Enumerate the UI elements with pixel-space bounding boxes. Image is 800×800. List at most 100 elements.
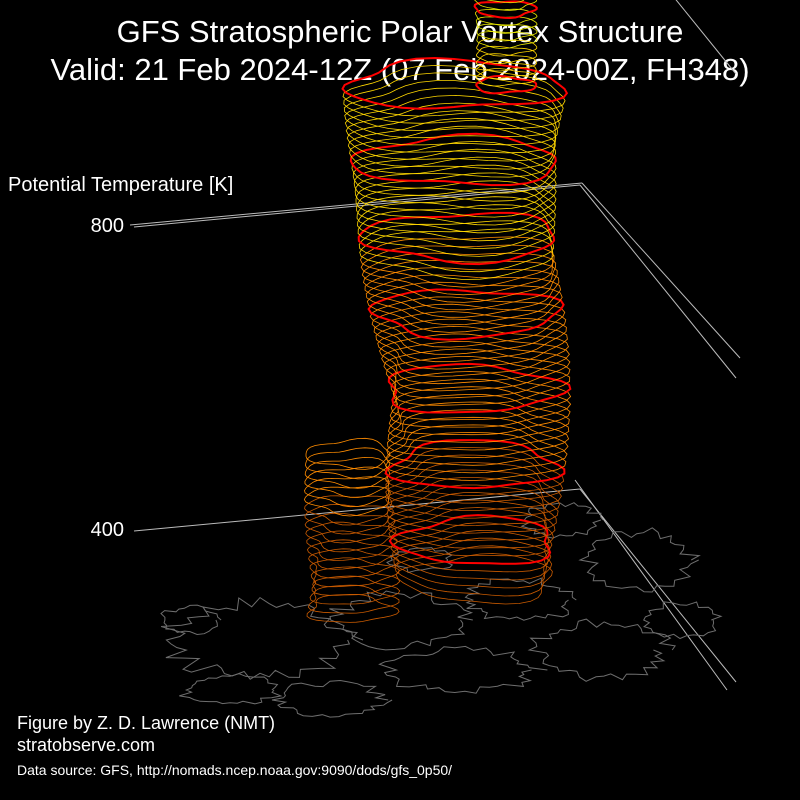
vortex-contour xyxy=(355,172,557,226)
vortex-contour xyxy=(384,439,566,490)
axis-frame xyxy=(129,0,741,691)
coastline-3 xyxy=(578,527,701,593)
upper-contour xyxy=(474,0,538,11)
lobe-contour xyxy=(304,495,393,526)
vortex-contour xyxy=(387,499,555,549)
lobe-contour xyxy=(309,557,400,588)
chart-title-line2: Valid: 21 Feb 2024-12Z (07 Feb 2024-00Z,… xyxy=(50,52,750,87)
coastline-11 xyxy=(160,604,222,636)
vortex-contour xyxy=(388,386,571,436)
vortex-contour xyxy=(347,117,556,170)
vortex-contour xyxy=(386,416,569,466)
vortex-contour xyxy=(361,252,557,303)
coastline-7 xyxy=(179,673,283,705)
vortex-contour xyxy=(346,110,556,162)
lobe-contour xyxy=(304,504,394,535)
lobe-contour xyxy=(306,594,400,623)
lobe-contour xyxy=(306,530,398,562)
vortex-contour xyxy=(385,355,571,406)
vortex-contour xyxy=(358,220,555,273)
vortex-contour xyxy=(394,545,553,597)
chart-title-line1: GFS Stratospheric Polar Vortex Structure xyxy=(116,14,684,49)
coastline-5 xyxy=(378,645,548,694)
vortex-contour xyxy=(393,537,552,589)
vortex-contour xyxy=(395,553,553,605)
upper-contour xyxy=(475,53,537,72)
grid-line-400 xyxy=(133,488,581,532)
vortex-contour xyxy=(392,529,551,581)
vortex-contour xyxy=(343,80,562,131)
upper-contour xyxy=(476,38,538,57)
vortex-contour xyxy=(365,274,562,326)
vortex-contour xyxy=(385,469,561,519)
vortex-contour xyxy=(387,401,570,451)
lobe-contour xyxy=(310,566,401,596)
vortex-contour xyxy=(342,64,566,117)
lobe-contour xyxy=(309,575,401,605)
vortex-contour xyxy=(388,507,553,557)
vortex-contour xyxy=(367,288,565,341)
lobe-contour xyxy=(304,456,390,489)
vortex-contour xyxy=(388,514,552,565)
credit-author: Figure by Z. D. Lawrence (NMT) xyxy=(17,713,276,733)
vortex-contour xyxy=(345,102,557,154)
z-tick-label-400: 400 xyxy=(90,519,124,541)
vortex-contour xyxy=(349,125,557,178)
vortex-contour xyxy=(390,522,550,573)
vortex-contour xyxy=(344,87,560,139)
vortex-contour xyxy=(388,393,570,443)
lobe-contour xyxy=(305,521,397,553)
upper-contour xyxy=(486,0,525,4)
vortex-contour xyxy=(351,140,557,194)
coastline-4 xyxy=(527,618,676,682)
vortex-contour xyxy=(385,462,562,511)
vortex-contour xyxy=(359,236,554,288)
upper-contour xyxy=(475,68,537,87)
vortex-contour xyxy=(344,94,558,146)
upper-contour xyxy=(476,23,538,42)
lobe-contour xyxy=(304,512,396,544)
vortex-isosurface xyxy=(303,0,572,623)
grid-side-800 xyxy=(579,184,737,379)
back-edge-top xyxy=(129,182,583,226)
vortex-contour xyxy=(360,244,555,296)
lobe-contour xyxy=(305,437,391,470)
figure-credit: Figure by Z. D. Lawrence (NMT) stratobse… xyxy=(17,712,275,756)
lobe-contour xyxy=(308,548,400,579)
upper-contour xyxy=(476,45,538,65)
coastline-0 xyxy=(160,596,364,680)
vortex-contour xyxy=(387,409,570,459)
vortex-contour xyxy=(349,132,557,187)
z-axis-label: Potential Temperature [K] xyxy=(8,174,234,196)
lobe-contour xyxy=(305,447,391,480)
vortex-contour xyxy=(390,371,572,421)
lobe-contour xyxy=(306,539,399,570)
vortex-contour xyxy=(364,267,560,318)
vortex-contour xyxy=(387,362,572,414)
coastline-2 xyxy=(464,577,577,621)
vortex-contour xyxy=(356,188,556,242)
vortex-contour xyxy=(366,281,563,333)
vortex-contour xyxy=(385,447,565,497)
lobe-contour xyxy=(304,466,390,498)
upper-contour xyxy=(475,74,538,95)
coastline-basemap xyxy=(160,502,723,718)
upper-contour xyxy=(475,60,537,79)
vortex-contour xyxy=(385,454,564,504)
grid-side-1200 xyxy=(675,0,737,75)
vortex-contour xyxy=(363,259,558,311)
vortex-contour xyxy=(386,484,557,534)
lobe-contour xyxy=(303,485,391,517)
vortex-contour xyxy=(356,180,557,234)
vortex-contour xyxy=(341,56,569,110)
vortex-contour xyxy=(357,196,556,250)
upper-contour xyxy=(476,31,538,49)
vortex-contour xyxy=(352,148,557,202)
floor-edge xyxy=(574,479,728,691)
vortex-contour xyxy=(389,378,572,428)
upper-contour xyxy=(475,16,538,34)
data-source-note: Data source: GFS, http://nomads.ncep.noa… xyxy=(17,762,453,778)
z-tick-label-800: 800 xyxy=(90,215,124,237)
vortex-contour xyxy=(369,296,566,348)
